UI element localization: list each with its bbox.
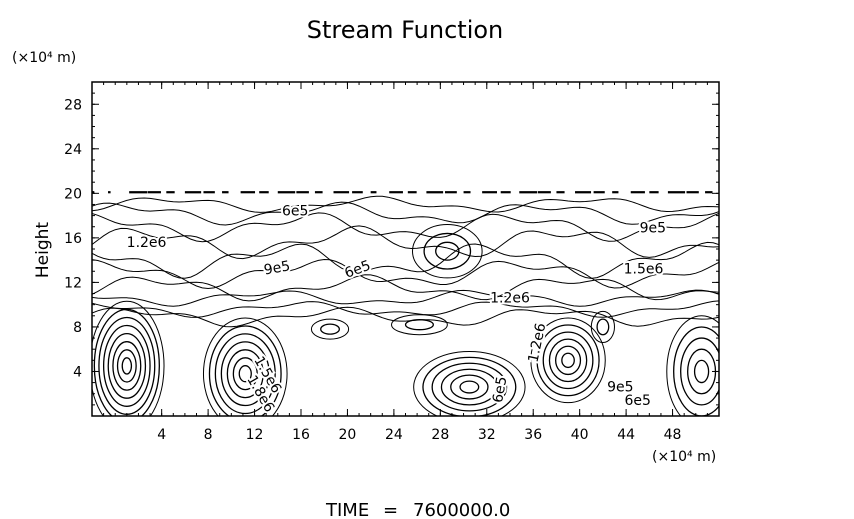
y-axis-unit: (×10⁴ m) [12, 50, 76, 66]
contour-label: 1.2e6 [490, 290, 530, 306]
contour-line [92, 241, 719, 279]
contour-cell-ring [107, 332, 147, 399]
contour-line [92, 258, 719, 290]
contour-line [92, 225, 719, 260]
contour-cell-ring [555, 345, 582, 376]
contour-cell-ring [536, 324, 600, 397]
contour-line [92, 289, 719, 307]
contour-cell-ring [116, 349, 137, 383]
x-tick-label: 40 [571, 427, 589, 443]
contour-cell-ring [220, 341, 270, 407]
contour-cell-ring [687, 348, 717, 395]
contour-cell-ring [422, 356, 517, 416]
contour-cell-ring [548, 338, 588, 383]
y-tick-label: 16 [64, 231, 82, 247]
contour-cell-ring [102, 324, 151, 407]
x-tick-label: 44 [617, 427, 635, 443]
contour-cell-ring [214, 333, 276, 415]
y-tick-label: 20 [64, 186, 82, 202]
x-tick-label: 12 [246, 427, 264, 443]
contour-cell-ring [232, 357, 258, 391]
plot-frame [91, 81, 720, 417]
contour-line [92, 274, 719, 302]
y-tick-label: 28 [64, 97, 82, 113]
contour-cell-ring [530, 317, 606, 404]
contour-cell-ring [680, 337, 719, 406]
contour-label: 9e5 [640, 220, 666, 236]
axis-ticks [92, 82, 719, 416]
contour-cell-ring [391, 314, 448, 336]
contour-label: 6e5 [490, 375, 510, 404]
contour-cell-ring [459, 380, 480, 394]
contour-cell-ring [435, 241, 460, 261]
contour-label: 6e5 [282, 204, 308, 220]
contour-cell-ring [673, 326, 719, 416]
contour-line [92, 306, 719, 328]
x-tick-label: 8 [204, 427, 213, 443]
x-tick-label: 24 [385, 427, 403, 443]
contour-cell-ring [98, 316, 156, 415]
contour-line [92, 195, 719, 213]
contour-cell-ring [112, 341, 142, 391]
contour-line [92, 212, 719, 243]
x-tick-label: 48 [664, 427, 682, 443]
y-tick-label: 4 [73, 364, 82, 380]
contour-cell-ring [404, 319, 434, 331]
x-tick-label: 20 [339, 427, 357, 443]
y-axis-label: Height [33, 222, 53, 279]
contour-cell-ring [440, 368, 498, 406]
x-tick-label: 32 [478, 427, 496, 443]
contour-cell-ring [423, 232, 472, 270]
contour-cell-ring [590, 310, 615, 344]
y-tick-label: 12 [64, 275, 82, 291]
x-tick-label: 16 [292, 427, 310, 443]
time-footer: TIME = 7600000.0 [325, 500, 510, 519]
contour-cell-ring [93, 308, 160, 416]
contour-cell-ring [238, 365, 252, 383]
contour-line [92, 201, 719, 226]
contour-label: 1.5e6 [624, 261, 664, 277]
x-axis-unit: (×10⁴ m) [652, 449, 716, 465]
contour-cell-ring [431, 362, 508, 412]
contour-cell-ring [208, 325, 282, 416]
time-equals: = [383, 500, 398, 519]
contour-cell-ring [450, 374, 489, 400]
contour-cell-ring [561, 352, 575, 369]
x-tick-label: 36 [524, 427, 542, 443]
contour-cell-ring [202, 317, 288, 416]
x-tick-label: 28 [431, 427, 449, 443]
y-tick-label: 24 [64, 142, 82, 158]
chart-title: Stream Function [307, 16, 504, 44]
contour-cell-ring [666, 315, 719, 416]
contour-cell-ring [412, 224, 483, 279]
contour-label: 9e5 [263, 258, 292, 278]
contour-label: 6e5 [625, 393, 651, 409]
contour-cell-ring [92, 300, 165, 416]
contour-cell-ring [320, 323, 340, 335]
contour-cell-ring [310, 318, 350, 340]
contour-label: 6e5 [343, 258, 373, 282]
contour-label: 9e5 [607, 380, 633, 396]
contour-cell-ring [121, 357, 133, 375]
contour-cell-ring [693, 359, 710, 384]
contour-cell-ring [413, 350, 526, 416]
y-tick-label: 8 [73, 320, 82, 336]
contour-line [92, 300, 719, 318]
time-value: 7600000.0 [413, 500, 510, 519]
contour-cell-ring [542, 331, 594, 390]
contour-cell-ring [596, 318, 610, 336]
x-tick-label: 4 [157, 427, 166, 443]
time-label: TIME [325, 500, 369, 519]
contour-label: 1.2e6 [525, 322, 549, 364]
contour-lines [92, 191, 719, 416]
contour-label: 1.2e6 [127, 235, 167, 251]
contour-cell-ring [226, 349, 264, 399]
